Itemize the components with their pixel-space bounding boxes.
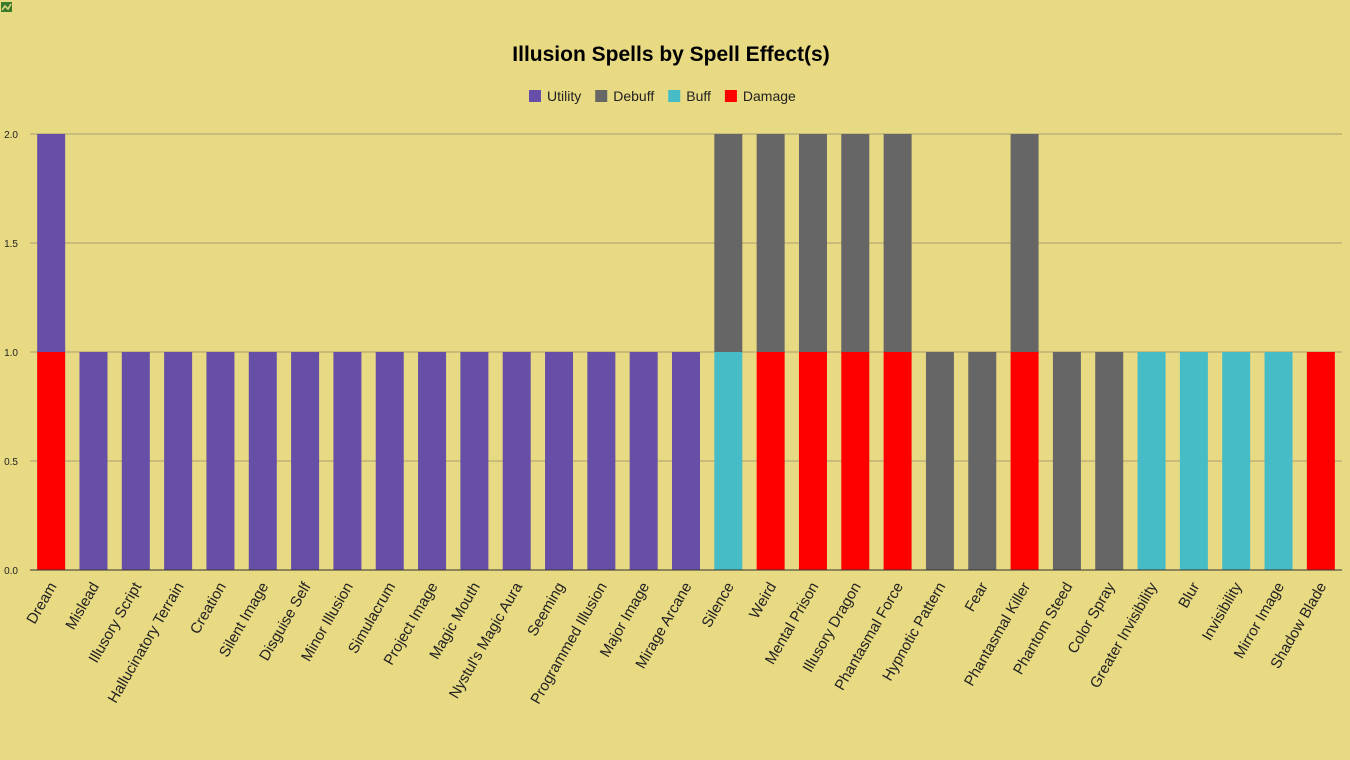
bar-damage xyxy=(1010,352,1039,570)
bar-utility xyxy=(672,352,700,570)
y-tick-label: 2.0 xyxy=(4,130,18,141)
legend-item-damage: Damage xyxy=(724,88,796,104)
x-tick-label: Seeming xyxy=(524,580,568,640)
legend-label: Buff xyxy=(686,88,711,104)
bar-utility xyxy=(629,352,658,570)
x-tick-label: Silence xyxy=(698,580,737,631)
bar-utility xyxy=(37,134,66,352)
legend-label: Utility xyxy=(547,88,581,104)
bars xyxy=(37,134,1335,570)
y-tick-label: 1.0 xyxy=(4,348,18,359)
bar-debuff xyxy=(1010,134,1039,352)
bar-utility xyxy=(375,352,404,570)
bar-debuff xyxy=(756,134,785,352)
legend-swatch xyxy=(668,90,681,102)
bar-damage xyxy=(1306,352,1335,570)
y-axis: 0.0 0.5 1.0 1.5 2.0 xyxy=(4,130,18,577)
bar-debuff xyxy=(714,134,743,352)
bar-buff xyxy=(714,352,743,570)
bar-debuff xyxy=(925,352,954,570)
bar-utility xyxy=(248,352,277,570)
bar-debuff xyxy=(841,134,870,352)
legend-swatch xyxy=(529,90,541,102)
bar-utility xyxy=(121,352,150,570)
legend-item-buff: Buff xyxy=(668,88,711,104)
chart-title: Illusion Spells by Spell Effect(s) xyxy=(512,43,829,66)
bar-utility xyxy=(545,352,574,570)
bar-utility xyxy=(164,352,193,570)
x-tick-label: Fear xyxy=(962,579,992,614)
y-tick-label: 1.5 xyxy=(4,239,18,250)
bar-debuff xyxy=(883,134,912,352)
bar-debuff xyxy=(968,352,997,570)
bar-buff xyxy=(1137,352,1166,570)
bar-buff xyxy=(1264,352,1293,570)
bar-utility xyxy=(587,352,616,570)
broken-image-icon xyxy=(1,2,12,12)
bar-utility xyxy=(502,352,531,570)
legend-item-utility: Utility xyxy=(529,88,581,104)
bar-utility xyxy=(291,352,320,570)
x-tick-label: Hallucinatory Terrain xyxy=(105,580,188,707)
legend-item-debuff: Debuff xyxy=(595,88,654,104)
bar-damage xyxy=(883,352,912,570)
legend-label: Damage xyxy=(743,88,796,104)
bar-damage xyxy=(37,352,66,570)
legend-label: Debuff xyxy=(613,88,654,104)
x-tick-label: Creation xyxy=(187,580,230,638)
x-tick-label: Weird xyxy=(746,580,780,622)
bar-utility xyxy=(79,352,108,570)
bar-utility xyxy=(333,352,362,570)
bar-debuff xyxy=(1095,352,1124,570)
x-tick-label: Invisibility xyxy=(1199,579,1246,644)
bar-utility xyxy=(418,352,447,570)
bar-damage xyxy=(798,352,827,570)
bar-damage xyxy=(841,352,870,570)
y-tick-label: 0.0 xyxy=(4,566,18,577)
chart-legend: Utility Debuff Buff Damage xyxy=(529,88,796,104)
bar-buff xyxy=(1179,352,1208,570)
x-tick-label: Blur xyxy=(1175,580,1203,612)
bar-utility xyxy=(460,352,489,570)
legend-swatch xyxy=(595,90,608,102)
bar-debuff xyxy=(1052,352,1081,570)
bar-utility xyxy=(206,352,235,570)
y-tick-label: 0.5 xyxy=(4,457,18,468)
x-tick-label: Dream xyxy=(23,580,60,627)
legend-swatch xyxy=(724,90,737,102)
x-tick-label: Programmed Illusion xyxy=(527,580,611,708)
x-tick-label: Mislead xyxy=(62,580,103,633)
bar-debuff xyxy=(798,134,827,352)
bar-damage xyxy=(756,352,785,570)
bar-buff xyxy=(1222,352,1251,570)
